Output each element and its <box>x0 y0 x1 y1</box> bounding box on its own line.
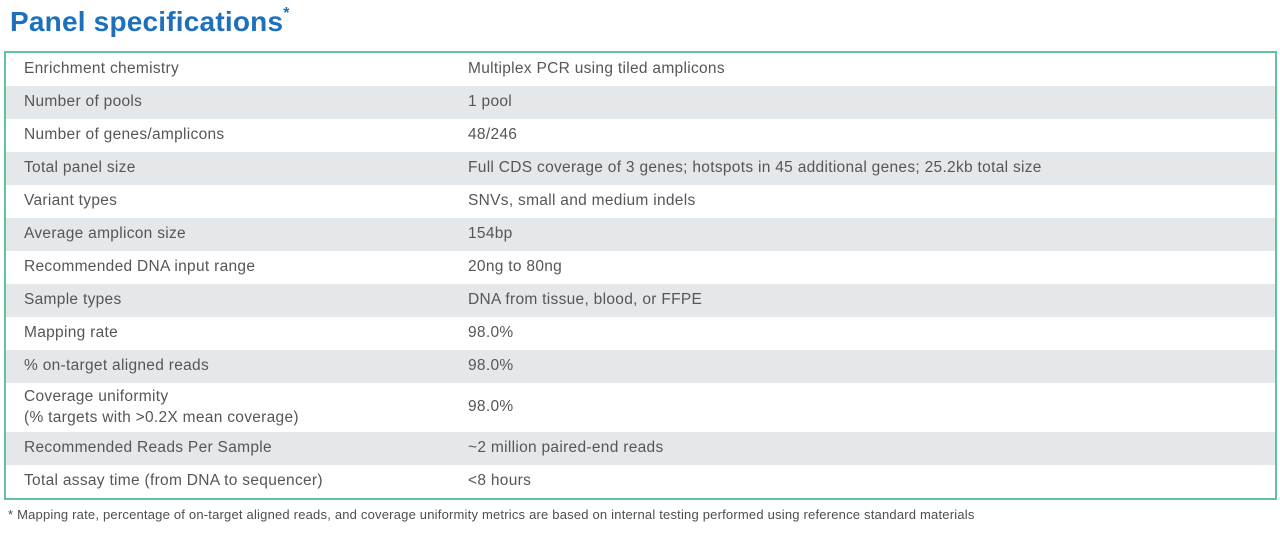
spec-value: Multiplex PCR using tiled amplicons <box>468 60 725 78</box>
table-row: Variant types SNVs, small and medium ind… <box>6 185 1275 219</box>
spec-label-line1: % on-target aligned reads <box>24 357 210 375</box>
table-row: Mapping rate 98.0% <box>6 317 1275 351</box>
spec-label-line1: Recommended Reads Per Sample <box>24 439 272 457</box>
spec-label: Coverage uniformity (% targets with >0.2… <box>6 383 452 432</box>
table-row: Enrichment chemistry Multiplex PCR using… <box>6 53 1275 87</box>
spec-label: Sample types <box>6 286 452 314</box>
spec-label: Variant types <box>6 187 452 215</box>
table-row: Coverage uniformity (% targets with >0.2… <box>6 383 1275 433</box>
spec-label-line1: Number of genes/amplicons <box>24 126 225 144</box>
spec-label-line1: Variant types <box>24 192 118 210</box>
table-row: Recommended DNA input range 20ng to 80ng <box>6 251 1275 285</box>
spec-value: ~2 million paired-end reads <box>468 439 664 457</box>
spec-value: 20ng to 80ng <box>468 258 563 276</box>
footnote: * Mapping rate, percentage of on-target … <box>8 507 975 523</box>
page-title-text: Panel specifications <box>10 6 284 37</box>
table-row: Number of pools 1 pool <box>6 86 1275 120</box>
table-row: Sample types DNA from tissue, blood, or … <box>6 284 1275 318</box>
spec-label-line1: Average amplicon size <box>24 225 186 243</box>
spec-label-line1: Coverage uniformity <box>24 388 169 406</box>
spec-value: 98.0% <box>468 398 514 416</box>
spec-label-line1: Total panel size <box>24 159 136 177</box>
table-row: Recommended Reads Per Sample ~2 million … <box>6 432 1275 466</box>
spec-label: Total panel size <box>6 154 452 182</box>
panel-specifications-table: Enrichment chemistry Multiplex PCR using… <box>4 51 1277 501</box>
table-row: Total assay time (from DNA to sequencer)… <box>6 465 1275 499</box>
spec-label-line1: Recommended DNA input range <box>24 258 256 276</box>
table-row: % on-target aligned reads 98.0% <box>6 350 1275 384</box>
spec-label-line1: Enrichment chemistry <box>24 60 180 78</box>
page-title-asterisk: * <box>283 5 290 22</box>
spec-value: <8 hours <box>468 472 532 490</box>
spec-value: 1 pool <box>468 93 513 111</box>
table-row: Total panel size Full CDS coverage of 3 … <box>6 152 1275 186</box>
spec-label-line1: Sample types <box>24 291 122 309</box>
spec-label-line2: (% targets with >0.2X mean coverage) <box>24 408 299 426</box>
spec-value: 98.0% <box>468 357 514 375</box>
spec-label: Average amplicon size <box>6 220 452 248</box>
spec-value: SNVs, small and medium indels <box>468 192 696 210</box>
spec-label: Recommended Reads Per Sample <box>6 434 452 462</box>
spec-label: Number of pools <box>6 88 452 116</box>
spec-label-line1: Total assay time (from DNA to sequencer) <box>24 472 323 490</box>
spec-label: Mapping rate <box>6 319 452 347</box>
spec-label: Recommended DNA input range <box>6 253 452 281</box>
table-row: Average amplicon size 154bp <box>6 218 1275 252</box>
spec-label-line1: Mapping rate <box>24 324 119 342</box>
spec-value: Full CDS coverage of 3 genes; hotspots i… <box>468 159 1042 177</box>
spec-label: % on-target aligned reads <box>6 352 452 380</box>
spec-value: 154bp <box>468 225 513 243</box>
spec-value: 98.0% <box>468 324 514 342</box>
spec-value: DNA from tissue, blood, or FFPE <box>468 291 703 309</box>
spec-label-line1: Number of pools <box>24 93 143 111</box>
spec-value: 48/246 <box>468 126 518 144</box>
page-title: Panel specifications* <box>10 5 1280 38</box>
spec-label: Enrichment chemistry <box>6 55 452 83</box>
spec-label: Total assay time (from DNA to sequencer) <box>6 467 452 495</box>
spec-label: Number of genes/amplicons <box>6 121 452 149</box>
table-row: Number of genes/amplicons 48/246 <box>6 119 1275 153</box>
